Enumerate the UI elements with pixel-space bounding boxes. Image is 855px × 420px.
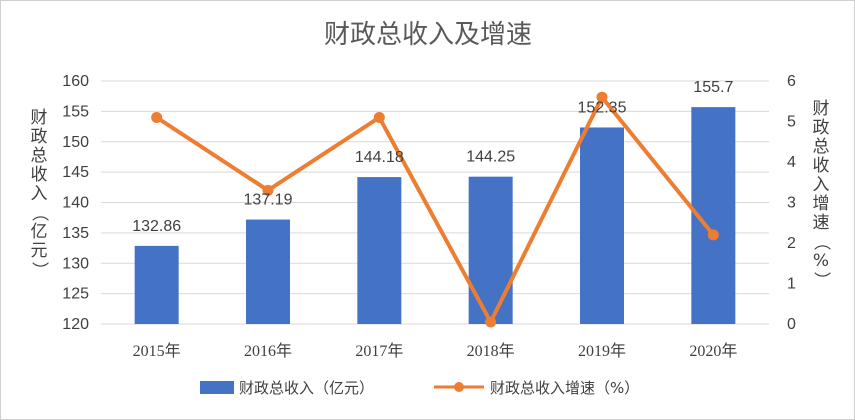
- line-series: [151, 91, 719, 328]
- bar-data-label: 144.25: [466, 149, 515, 166]
- right-tick-label: 6: [787, 73, 796, 90]
- left-tick-label: 130: [62, 255, 89, 272]
- right-axis-title-char: 增: [813, 194, 830, 214]
- legend-bar-label: 财政总收入（亿元）: [239, 379, 374, 397]
- left-axis-title-char: ）: [29, 262, 49, 279]
- bar-data-label: 155.7: [693, 79, 733, 96]
- right-tick-label: 5: [787, 114, 796, 131]
- right-tick-label: 1: [787, 276, 796, 293]
- bar: [246, 219, 290, 324]
- line-point: [707, 229, 719, 241]
- bar-data-label: 152.35: [578, 99, 627, 116]
- gridlines: [101, 80, 769, 325]
- category-label: 2016年: [244, 342, 292, 360]
- left-axis-title-char: 政: [31, 127, 48, 147]
- left-axis-title-char: 亿: [31, 222, 48, 242]
- bar: [468, 176, 513, 324]
- category-axis-labels: 2015年 2016年 2017年 2018年 2019年 2020年: [133, 342, 738, 360]
- right-axis-title-char: 财: [813, 99, 830, 119]
- right-tick-label: 0: [787, 316, 796, 333]
- line-point: [596, 91, 608, 103]
- left-tick-label: 155: [62, 103, 89, 120]
- bar-data-label: 144.18: [355, 149, 404, 166]
- bar: [134, 245, 179, 324]
- category-label: 2019年: [578, 342, 626, 360]
- right-axis-ticks: 0 1 2 3 4 5 6: [787, 73, 796, 333]
- left-tick-label: 145: [62, 164, 89, 181]
- left-axis-ticks: 120 125 130 135 140 145 150 155 160: [62, 73, 89, 333]
- left-tick-label: 160: [62, 73, 89, 90]
- category-label: 2020年: [689, 342, 737, 360]
- right-axis-title-char: 政: [813, 118, 830, 138]
- bar-data-label: 132.86: [132, 218, 181, 235]
- right-axis-title-char: 速: [813, 213, 830, 233]
- line-point: [485, 316, 497, 328]
- right-tick-label: 4: [787, 154, 796, 171]
- left-axis-title-char: 收: [31, 165, 48, 185]
- right-tick-label: 2: [787, 235, 796, 252]
- right-axis-title-char: 入: [813, 175, 830, 195]
- category-label: 2018年: [467, 342, 515, 360]
- right-axis-title-char: 收: [813, 156, 830, 176]
- left-axis-title-char: 入: [31, 184, 48, 204]
- left-axis-title-char: 元: [31, 241, 48, 261]
- data-labels: 132.86 137.19 144.18 144.25 152.35 155.7: [132, 79, 733, 235]
- left-axis-title: 财政总收入（亿元）: [29, 108, 49, 279]
- bar-data-label: 137.19: [244, 192, 293, 209]
- category-label: 2017年: [355, 342, 403, 360]
- line-point: [151, 111, 163, 123]
- right-axis-title-char: %: [813, 251, 829, 271]
- right-tick-label: 3: [787, 195, 796, 212]
- left-tick-label: 140: [62, 195, 89, 212]
- line-point: [262, 184, 274, 196]
- left-axis-title-char: 总: [31, 146, 48, 166]
- line-point: [373, 111, 385, 123]
- right-axis-title-char: （: [811, 234, 831, 251]
- legend-bar-swatch: [200, 381, 234, 394]
- left-tick-label: 120: [62, 316, 89, 333]
- bar: [357, 177, 402, 324]
- growth-line: [155, 95, 715, 324]
- left-tick-label: 135: [62, 225, 89, 242]
- right-axis-title: 财政总收入增速（%）: [811, 99, 831, 289]
- left-tick-label: 125: [62, 286, 89, 303]
- left-axis-title-char: （: [29, 205, 49, 222]
- bar: [580, 127, 624, 324]
- right-axis-title-char: ）: [811, 272, 831, 289]
- left-tick-label: 150: [62, 134, 89, 151]
- left-axis-title-char: 财: [31, 108, 48, 128]
- right-axis-title-char: 总: [813, 137, 830, 157]
- legend-line-marker: [454, 382, 464, 392]
- category-label: 2015年: [133, 342, 181, 360]
- chart-title: 财政总收入及增速: [324, 20, 532, 50]
- legend: 财政总收入（亿元） 财政总收入增速（%）: [200, 379, 639, 397]
- legend-line-label: 财政总收入增速（%）: [490, 379, 639, 397]
